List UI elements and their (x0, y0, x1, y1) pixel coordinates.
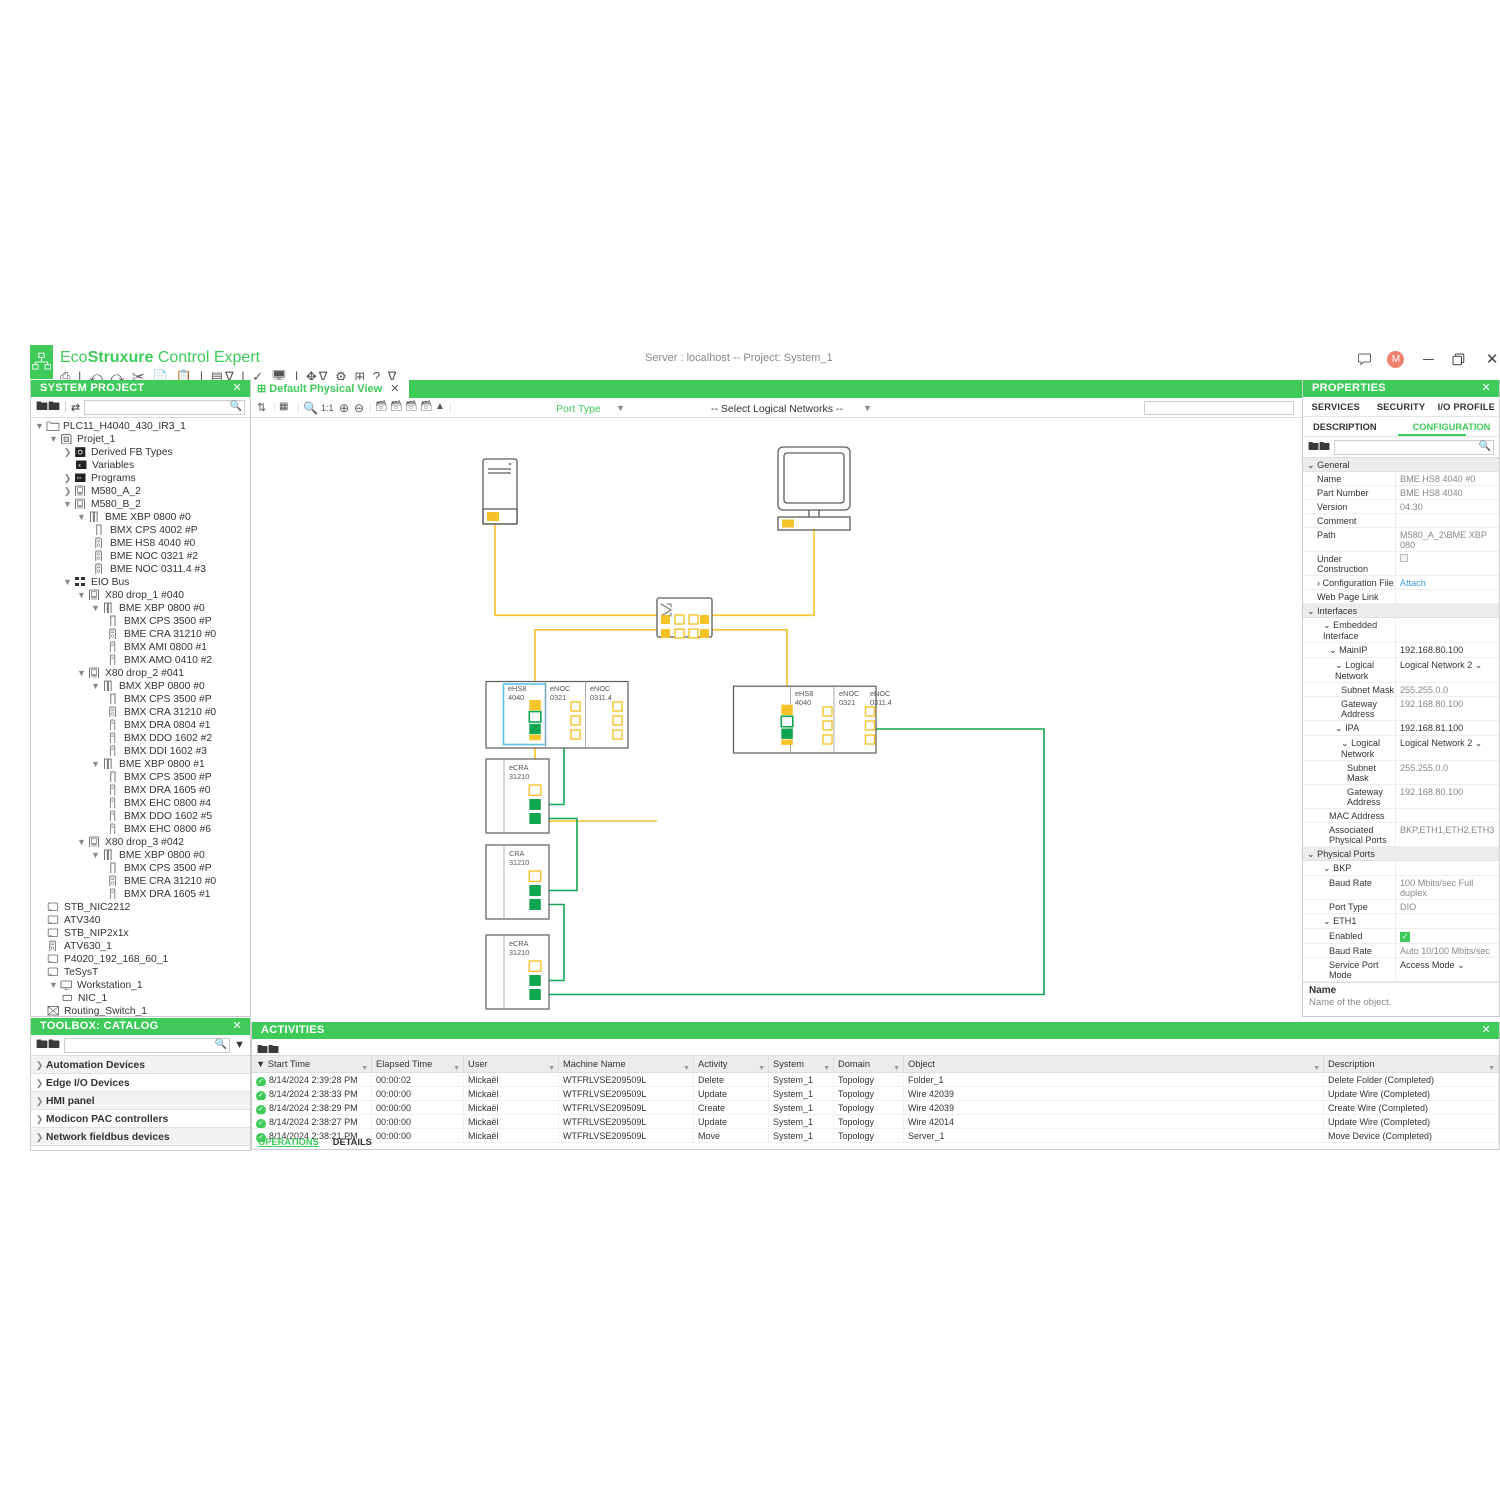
svg-text:eNOC: eNOC (590, 684, 610, 693)
svg-text:31210: 31210 (509, 948, 529, 957)
svg-text:eCRA: eCRA (509, 939, 529, 948)
svg-text:eHS8: eHS8 (795, 689, 813, 698)
svg-text:4040: 4040 (795, 698, 811, 707)
svg-text:4040: 4040 (508, 693, 524, 702)
svg-text:eCRA: eCRA (509, 763, 529, 772)
svg-text:0321: 0321 (839, 698, 855, 707)
svg-text:eHS8: eHS8 (508, 684, 526, 693)
svg-text:eNOC: eNOC (839, 689, 859, 698)
svg-text:0311.4: 0311.4 (590, 693, 612, 702)
svg-text:eNOC: eNOC (550, 684, 570, 693)
svg-text:0311.4: 0311.4 (870, 698, 892, 707)
svg-text:CRA: CRA (509, 849, 525, 858)
svg-text:eNOC: eNOC (870, 689, 890, 698)
svg-text:31210: 31210 (509, 858, 529, 867)
svg-text:31210: 31210 (509, 772, 529, 781)
svg-text:0321: 0321 (550, 693, 566, 702)
